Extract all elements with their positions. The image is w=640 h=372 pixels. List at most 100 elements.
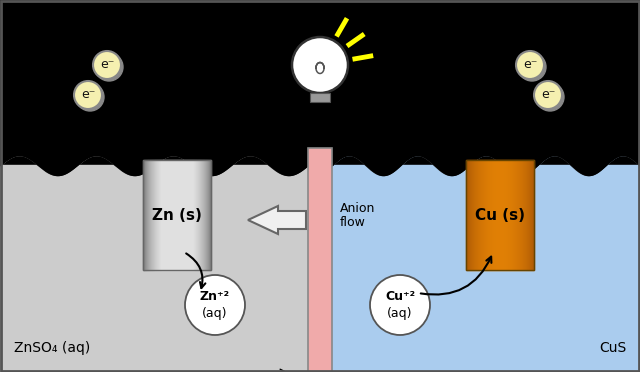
Bar (183, 160, 184, 270)
Bar (530, 160, 531, 270)
Bar (206, 160, 207, 270)
Bar (198, 160, 199, 270)
Bar (0, 0, 640, 165)
Bar (517, 160, 518, 270)
Bar (508, 160, 509, 270)
Bar (510, 160, 511, 270)
Bar (197, 160, 198, 270)
Bar (156, 160, 157, 270)
Bar (482, 160, 483, 270)
Bar (320, 165, 640, 372)
Bar (146, 160, 147, 270)
Bar (175, 160, 176, 270)
Bar (158, 160, 159, 270)
Text: Zn (s): Zn (s) (152, 208, 202, 222)
Bar (529, 160, 530, 270)
Bar (504, 160, 505, 270)
Text: Zn⁺²: Zn⁺² (200, 289, 230, 302)
Text: e⁻: e⁻ (81, 89, 95, 102)
Circle shape (536, 83, 564, 111)
Bar (511, 160, 512, 270)
Bar (532, 160, 533, 270)
Circle shape (185, 275, 245, 335)
Bar (533, 160, 534, 270)
Bar (184, 160, 185, 270)
Bar (487, 160, 488, 270)
Text: e⁻: e⁻ (100, 58, 114, 71)
Bar (190, 160, 191, 270)
Bar (192, 160, 193, 270)
Bar (202, 160, 203, 270)
Bar (173, 160, 174, 270)
Bar (210, 160, 211, 270)
Bar (494, 160, 495, 270)
Bar (188, 160, 189, 270)
Bar (483, 160, 484, 270)
Bar (480, 160, 481, 270)
Bar (473, 160, 474, 270)
Bar (199, 160, 200, 270)
Bar (162, 160, 163, 270)
Bar (516, 160, 517, 270)
Bar (467, 160, 468, 270)
Polygon shape (248, 206, 306, 234)
Bar (174, 160, 175, 270)
Circle shape (76, 83, 104, 111)
Bar (525, 160, 526, 270)
Text: Cu (s): Cu (s) (475, 208, 525, 222)
Bar (522, 160, 523, 270)
Bar (499, 160, 500, 270)
Bar (160, 160, 161, 270)
Bar (523, 160, 524, 270)
Bar (488, 160, 489, 270)
Bar (497, 160, 498, 270)
Bar (163, 160, 164, 270)
Circle shape (292, 37, 348, 93)
Bar (495, 160, 496, 270)
Bar (471, 160, 472, 270)
Bar (466, 160, 467, 270)
Bar (493, 160, 494, 270)
Bar (151, 160, 152, 270)
Bar (155, 160, 156, 270)
Text: flow: flow (340, 216, 366, 229)
Bar (526, 160, 527, 270)
Bar (181, 160, 182, 270)
Bar (167, 160, 168, 270)
Bar (176, 160, 177, 270)
Bar (165, 160, 166, 270)
Bar (180, 160, 181, 270)
Bar (484, 160, 485, 270)
Bar (474, 160, 475, 270)
Bar (513, 160, 514, 270)
Text: (aq): (aq) (387, 308, 413, 321)
Bar (143, 160, 211, 270)
Bar (479, 160, 480, 270)
Circle shape (518, 53, 546, 81)
Text: e⁻: e⁻ (541, 89, 555, 102)
Bar (505, 160, 506, 270)
Bar (506, 160, 507, 270)
Bar (149, 160, 150, 270)
Bar (476, 160, 477, 270)
Bar (166, 160, 167, 270)
Circle shape (370, 275, 430, 335)
Text: Anion: Anion (340, 202, 376, 215)
Bar (205, 160, 206, 270)
Bar (509, 160, 510, 270)
Bar (518, 160, 519, 270)
Circle shape (516, 51, 544, 79)
Bar (208, 160, 209, 270)
Bar (209, 160, 210, 270)
Bar (144, 160, 145, 270)
Bar (161, 160, 162, 270)
Bar (500, 160, 501, 270)
Bar (475, 160, 476, 270)
Circle shape (93, 51, 121, 79)
Bar (168, 160, 169, 270)
Bar (501, 160, 502, 270)
Bar (512, 160, 513, 270)
Bar (478, 160, 479, 270)
Bar (524, 160, 525, 270)
Bar (528, 160, 529, 270)
